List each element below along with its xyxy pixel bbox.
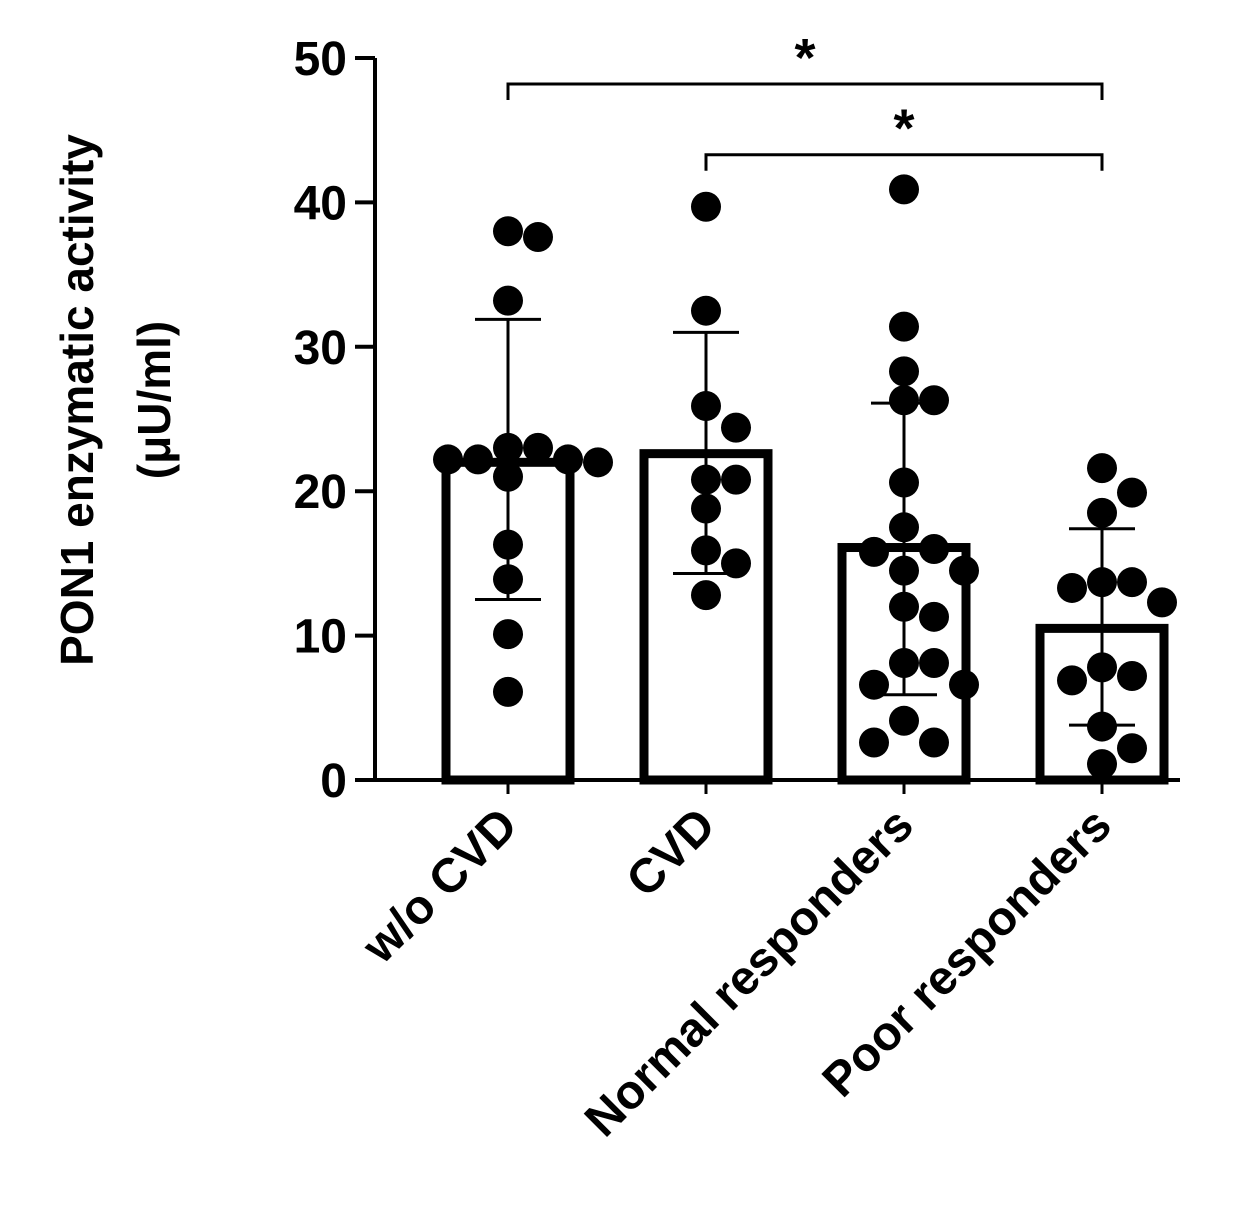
data-point-1-2 [691, 391, 721, 422]
significance-star-1: * [893, 99, 914, 159]
data-point-2-1 [889, 311, 919, 342]
data-point-2-6 [889, 512, 919, 543]
data-point-2-3 [889, 385, 919, 416]
y-tick-label-4: 40 [294, 177, 347, 230]
x-tick-label-1: CVD [617, 798, 726, 907]
data-point-3-8 [1117, 661, 1147, 692]
data-point-2-17 [889, 705, 919, 736]
data-point-2-19 [859, 727, 889, 758]
data-point-2-7 [919, 533, 949, 564]
data-point-2-8 [859, 536, 889, 567]
data-point-3-6 [1147, 587, 1177, 618]
data-point-2-9 [889, 555, 919, 586]
data-point-3-10 [1087, 711, 1117, 742]
data-point-0-5 [463, 444, 493, 475]
data-point-1-9 [691, 580, 721, 611]
data-point-2-0 [889, 174, 919, 205]
data-point-0-3 [493, 432, 523, 463]
y-tick-label-2: 20 [294, 466, 347, 519]
data-point-2-10 [949, 555, 979, 586]
data-point-3-4 [1117, 567, 1147, 598]
data-point-1-3 [721, 412, 751, 443]
data-point-1-7 [691, 535, 721, 566]
data-point-3-0 [1087, 453, 1117, 484]
data-point-2-14 [919, 648, 949, 679]
data-point-0-0 [493, 216, 523, 247]
data-point-3-5 [1057, 572, 1087, 603]
data-point-2-4 [919, 385, 949, 416]
data-point-2-2 [889, 356, 919, 387]
x-tick-label-2: Normal responders [575, 798, 924, 1147]
data-point-3-11 [1117, 733, 1147, 764]
significance-star-0: * [794, 28, 815, 88]
data-point-1-8 [721, 548, 751, 579]
significance-bracket-1 [704, 153, 1104, 171]
y-axis-label: PON1 enzymatic activity (μU/ml) [51, 134, 180, 666]
data-point-2-16 [949, 669, 979, 700]
data-point-2-13 [889, 648, 919, 679]
y-axis-label-line2: (μU/ml) [128, 321, 180, 479]
data-point-2-18 [919, 727, 949, 758]
y-tick-label-3: 30 [294, 322, 347, 375]
data-point-3-2 [1087, 497, 1117, 528]
y-tick-label-5: 50 [294, 33, 347, 86]
y-tick-label-1: 10 [294, 611, 347, 664]
data-point-0-8 [583, 447, 613, 478]
data-point-1-0 [691, 191, 721, 222]
data-point-1-1 [691, 295, 721, 326]
data-point-0-12 [493, 619, 523, 650]
data-point-0-10 [493, 529, 523, 560]
data-point-0-11 [493, 564, 523, 595]
data-point-3-1 [1117, 477, 1147, 508]
data-point-0-13 [493, 676, 523, 707]
data-point-0-6 [553, 444, 583, 475]
data-point-3-3 [1087, 567, 1117, 598]
data-point-2-15 [859, 669, 889, 700]
data-point-1-4 [691, 464, 721, 495]
y-axis-label-line1: PON1 enzymatic activity [51, 134, 103, 666]
data-point-0-4 [523, 432, 553, 463]
data-point-0-9 [493, 461, 523, 492]
data-point-2-12 [919, 601, 949, 632]
data-point-2-11 [889, 591, 919, 622]
data-point-1-5 [721, 464, 751, 495]
data-point-1-6 [691, 493, 721, 524]
significance-bracket-0 [506, 82, 1104, 100]
x-tick-label-0: w/o CVD [352, 798, 528, 974]
data-point-2-5 [889, 467, 919, 498]
data-point-0-2 [493, 285, 523, 316]
data-point-0-1 [523, 222, 553, 253]
data-point-3-9 [1057, 665, 1087, 696]
data-point-3-12 [1087, 749, 1117, 780]
data-point-0-7 [433, 444, 463, 475]
y-tick-label-0: 0 [320, 755, 347, 808]
data-point-3-7 [1087, 652, 1117, 683]
